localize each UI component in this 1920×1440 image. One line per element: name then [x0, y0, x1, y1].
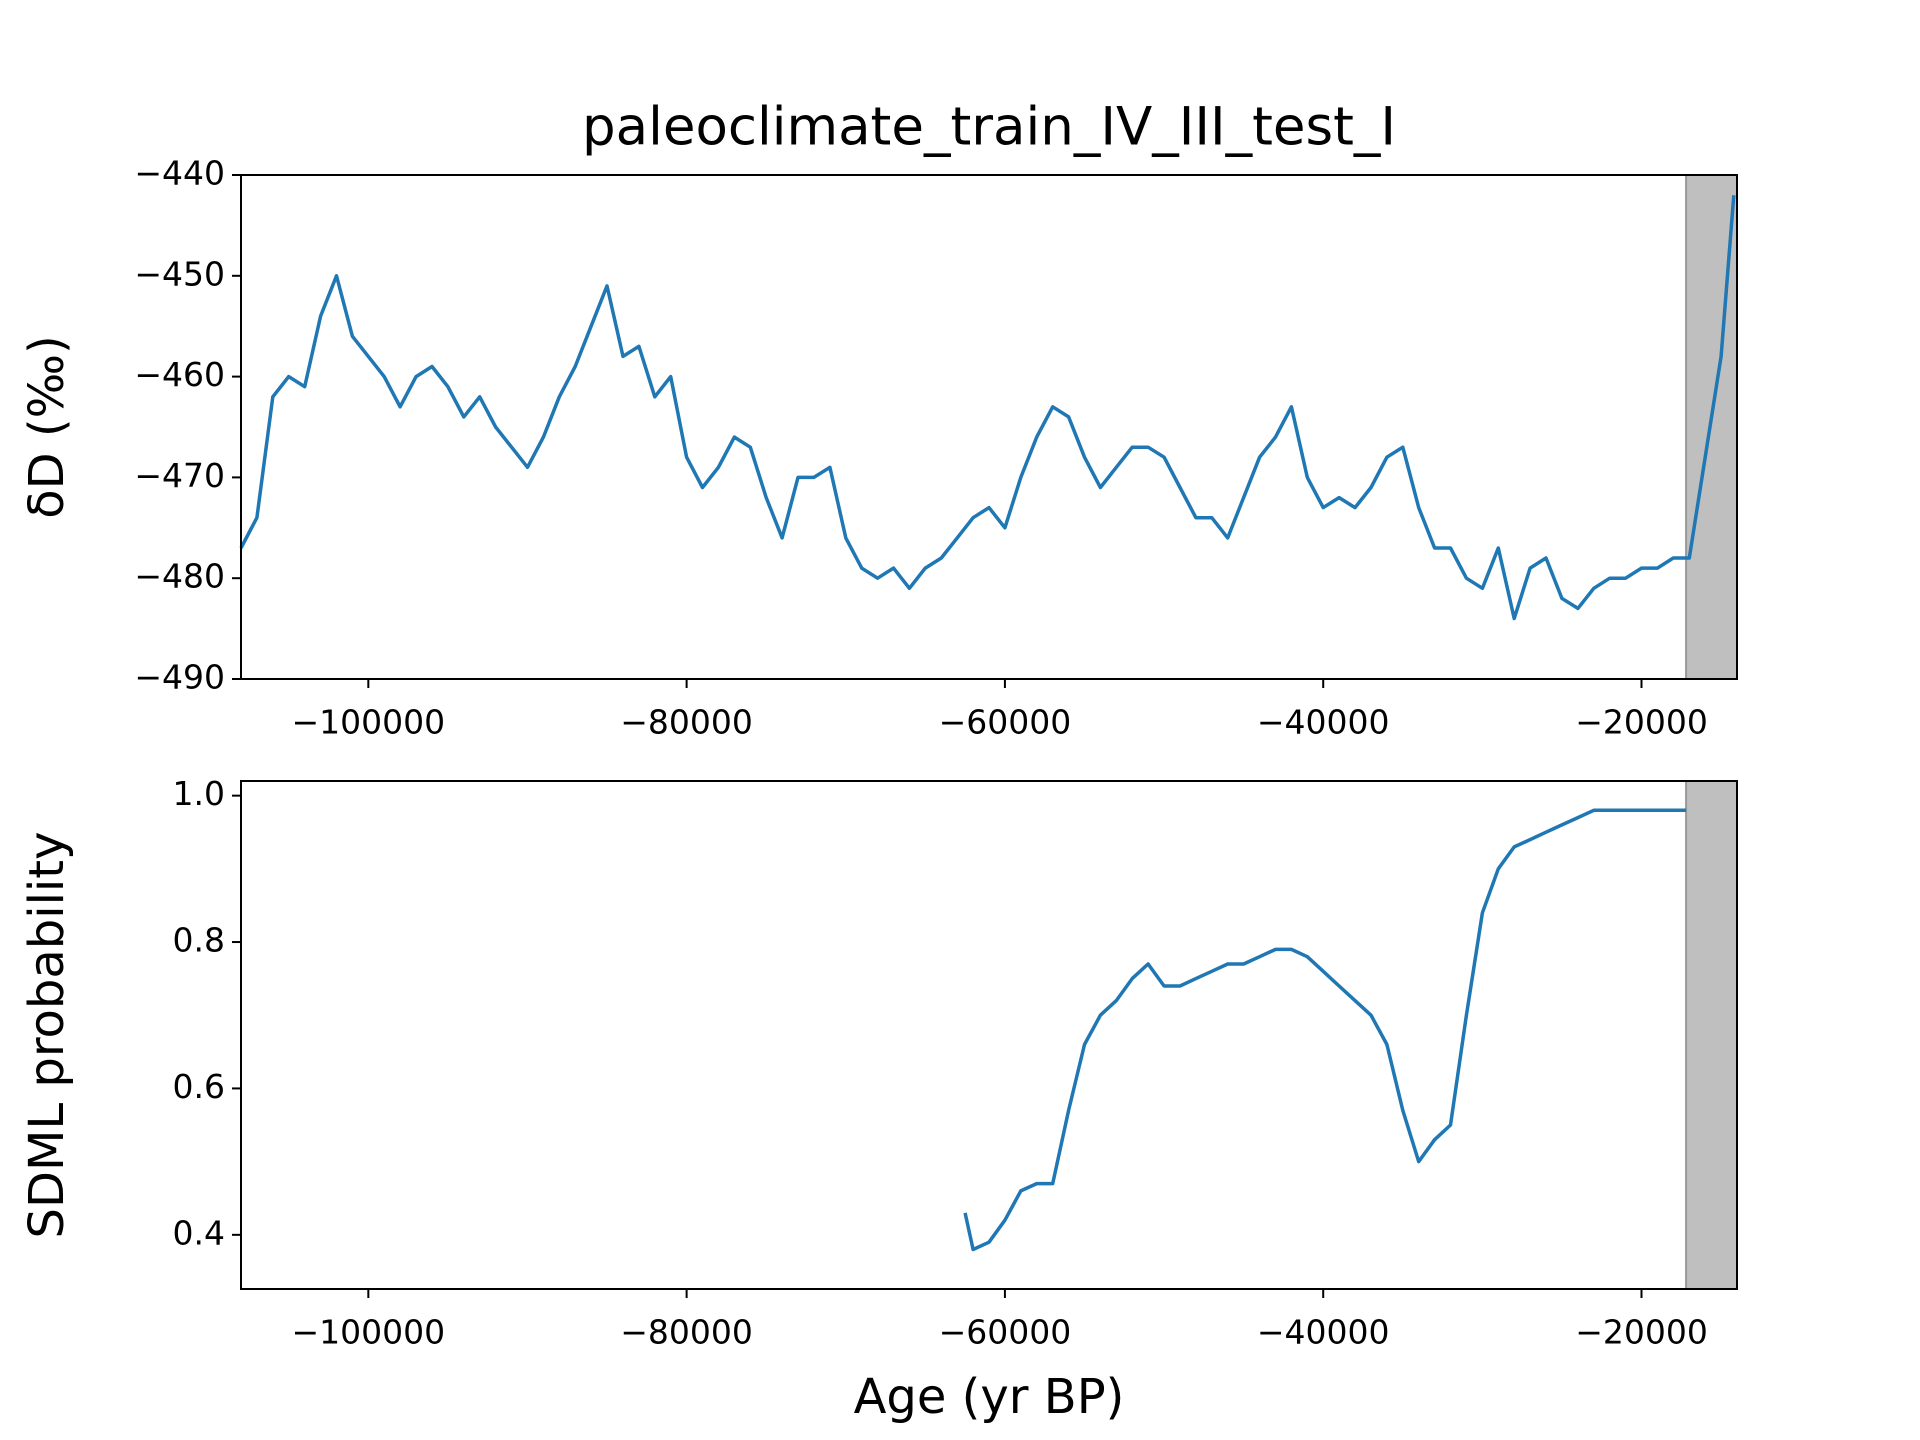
- shaded-region: [1686, 781, 1737, 1289]
- y-tick-label: 0.8: [173, 921, 225, 960]
- y-tick-label: 1.0: [173, 774, 225, 813]
- data-line: [239, 195, 1736, 621]
- y-tick-label: −460: [134, 355, 225, 394]
- y-tick-label: −480: [134, 557, 225, 596]
- y-tick-label: 0.4: [173, 1213, 225, 1252]
- x-axis-label: Age (yr BP): [854, 1369, 1125, 1425]
- x-tick-label: −20000: [1575, 1313, 1708, 1352]
- y-axis-label: SDML probability: [19, 832, 75, 1239]
- data-line: [963, 808, 1687, 1252]
- x-tick-label: −100000: [292, 1313, 446, 1352]
- y-axis-label: δD (‰): [19, 335, 75, 518]
- y-tick-label: 0.6: [173, 1067, 225, 1106]
- x-tick-label: −20000: [1575, 703, 1708, 742]
- x-tick-label: −40000: [1257, 1313, 1390, 1352]
- x-tick-label: −40000: [1257, 703, 1390, 742]
- axes-frame: [240, 174, 1738, 680]
- x-tick-label: −80000: [620, 703, 753, 742]
- axes-frame: [240, 780, 1738, 1290]
- x-tick-label: −80000: [620, 1313, 753, 1352]
- x-tick-label: −100000: [292, 703, 446, 742]
- chart-title: paleoclimate_train_IV_III_test_I: [582, 97, 1396, 158]
- x-tick-label: −60000: [939, 1313, 1072, 1352]
- y-tick-label: −440: [134, 154, 225, 193]
- x-tick-label: −60000: [939, 703, 1072, 742]
- y-tick-label: −490: [134, 658, 225, 697]
- y-tick-label: −470: [134, 456, 225, 495]
- y-tick-label: −450: [134, 254, 225, 293]
